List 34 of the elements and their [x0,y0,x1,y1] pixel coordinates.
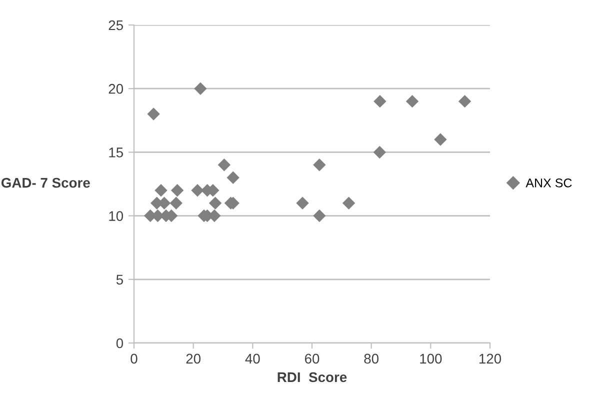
x-tick-label: 40 [245,354,260,364]
x-tick-label: 60 [304,354,320,364]
point [194,82,207,95]
x-tick-label: 20 [186,354,201,364]
point [170,196,182,210]
x-tick-label: 0 [130,354,138,364]
y-axis-title: GAD- 7 Score [1,178,90,188]
legend-label: ANX SC [526,178,572,188]
point [313,209,326,222]
point [406,94,419,108]
point [313,158,326,172]
x-tick-label: 80 [364,354,379,364]
point [191,184,204,197]
point [218,158,231,172]
point [154,184,168,197]
y-tick-label: 25 [108,20,124,30]
point [458,94,472,108]
y-tick-label: 5 [116,274,123,285]
point [374,94,386,108]
y-tick-label: 0 [116,338,124,348]
point [373,146,386,159]
x-axis-title: RDI Score [278,372,347,382]
point [226,171,240,184]
point [147,108,160,120]
point [170,184,184,197]
y-tick-label: 15 [109,148,124,158]
y-tick-label: 10 [109,211,124,221]
x-tick-label: 100 [420,354,442,364]
point [434,133,447,146]
x-tick-label: 120 [479,354,502,364]
point [342,196,356,210]
point [296,196,309,210]
y-tick-label: 20 [108,84,124,94]
point [208,196,222,210]
